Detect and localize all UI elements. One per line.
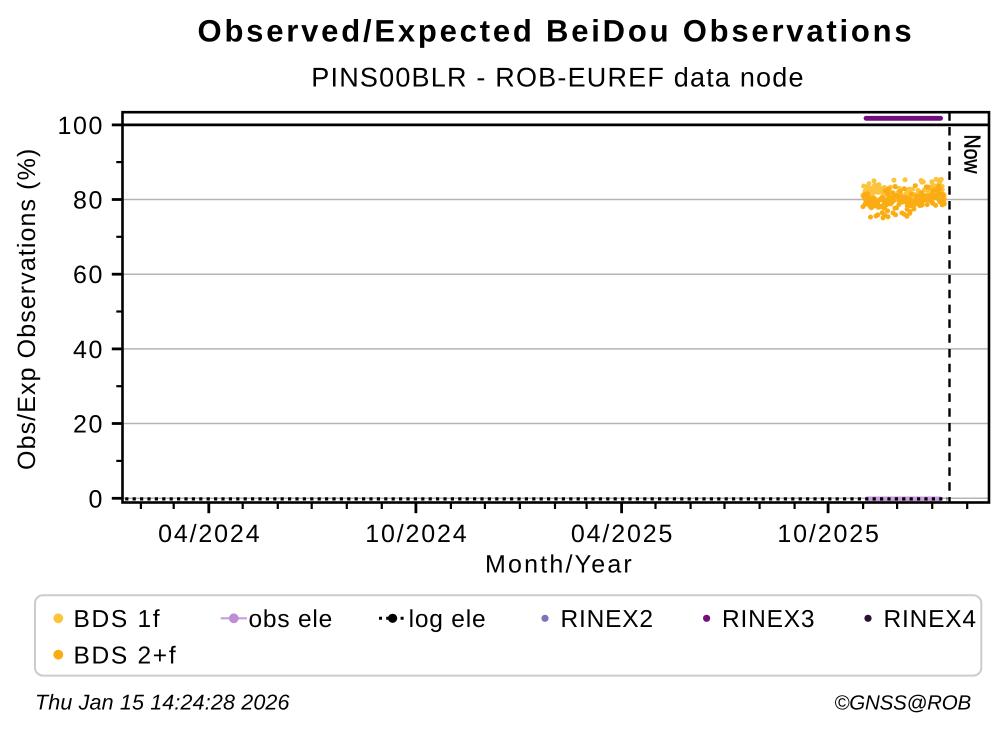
svg-text:RINEX3: RINEX3 (722, 606, 815, 633)
svg-text:0: 0 (88, 485, 104, 513)
svg-text:80: 80 (73, 187, 104, 215)
svg-text:obs ele: obs ele (249, 606, 334, 633)
svg-text:©GNSS@ROB: ©GNSS@ROB (834, 692, 971, 715)
svg-text:BDS 2+f: BDS 2+f (74, 643, 178, 670)
svg-text:60: 60 (73, 261, 104, 289)
svg-text:Observed/Expected BeiDou Obser: Observed/Expected BeiDou Observations (198, 14, 915, 49)
svg-text:Obs/Exp Observations (%): Obs/Exp Observations (%) (13, 148, 41, 470)
svg-text:04/2024: 04/2024 (158, 520, 261, 548)
svg-text:10/2025: 10/2025 (777, 520, 880, 548)
svg-text:RINEX2: RINEX2 (561, 606, 654, 633)
svg-text:20: 20 (73, 411, 104, 439)
svg-text:PINS00BLR - ROB-EUREF data nod: PINS00BLR - ROB-EUREF data node (311, 63, 804, 93)
svg-text:RINEX4: RINEX4 (884, 606, 977, 633)
svg-text:04/2025: 04/2025 (571, 520, 674, 548)
svg-text:40: 40 (73, 336, 104, 364)
svg-text:BDS 1f: BDS 1f (74, 606, 162, 633)
svg-text:Month/Year: Month/Year (485, 551, 634, 579)
svg-text:log ele: log ele (409, 606, 487, 633)
svg-text:Now: Now (960, 135, 986, 174)
svg-text:Thu Jan 15 14:24:28 2026: Thu Jan 15 14:24:28 2026 (35, 691, 290, 715)
svg-text:10/2024: 10/2024 (365, 520, 468, 548)
svg-text:100: 100 (57, 112, 104, 140)
